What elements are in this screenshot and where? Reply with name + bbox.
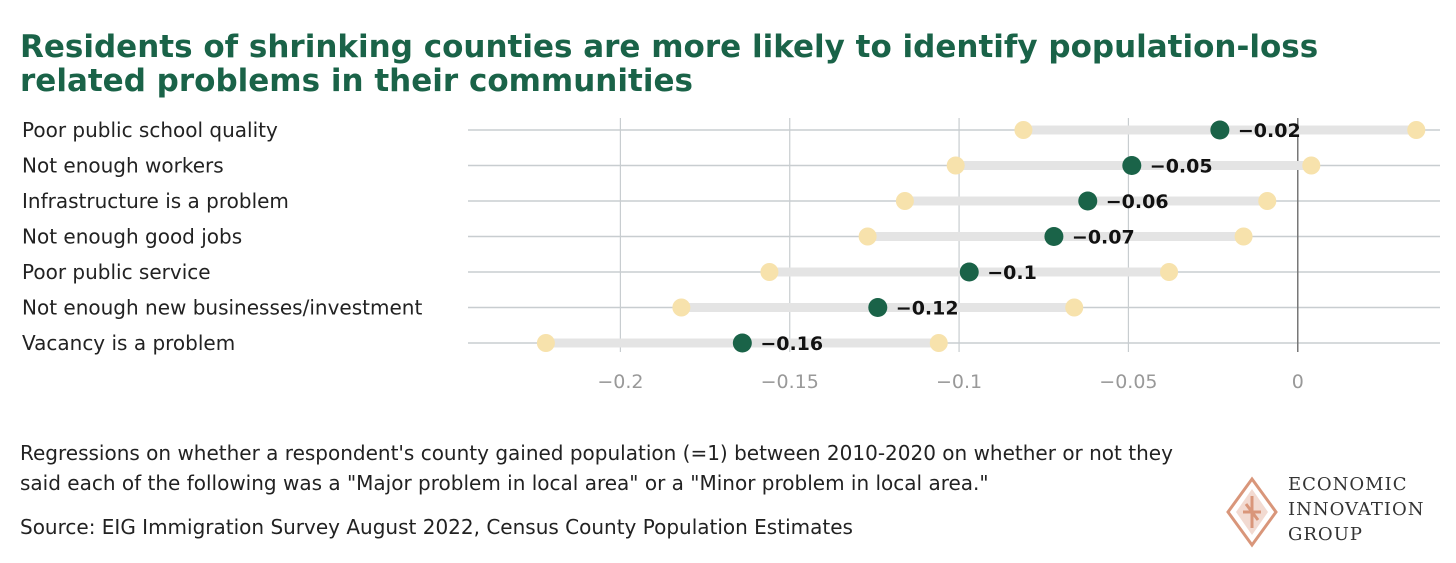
ci-low-point <box>946 156 965 175</box>
category-label: Not enough good jobs <box>22 225 242 249</box>
category-label: Poor public service <box>22 260 211 284</box>
estimate-label: −0.1 <box>987 262 1037 284</box>
estimate-point <box>1044 227 1064 246</box>
ci-high-point <box>929 334 948 352</box>
estimate-point <box>868 298 888 317</box>
category-label: Not enough workers <box>22 154 224 178</box>
ci-low-point <box>760 263 779 281</box>
eig-logo-text: ECONOMIC INNOVATION GROUP <box>1288 472 1424 547</box>
category-label: Vacancy is a problem <box>22 331 235 355</box>
x-tick-label: −0.15 <box>761 371 819 393</box>
label-layer: −0.2 −0.15 −0.1 −0.05 0 Poor public school qu… <box>22 118 1304 393</box>
estimate-label: −0.06 <box>1106 191 1169 213</box>
estimate-label: −0.16 <box>760 333 823 355</box>
logo-line-2: INNOVATION <box>1288 499 1425 520</box>
estimate-point <box>959 262 979 282</box>
logo-line-3: GROUP <box>1288 524 1363 545</box>
x-tick-label: −0.1 <box>936 371 982 393</box>
ci-high-point <box>1407 121 1426 139</box>
estimate-label: −0.05 <box>1150 156 1213 178</box>
estimate-label: −0.07 <box>1072 227 1135 249</box>
category-label: Poor public school quality <box>22 118 278 142</box>
ci-high-point <box>1302 156 1321 175</box>
x-tick-label: −0.2 <box>597 371 643 393</box>
eig-logo-mark <box>1226 476 1278 548</box>
eig-logo: ECONOMIC INNOVATION GROUP <box>1224 472 1449 552</box>
chart-title: Residents of shrinking counties are more… <box>20 29 1319 99</box>
x-tick-label: −0.05 <box>1099 371 1157 393</box>
estimate-label: −0.12 <box>896 298 959 320</box>
category-label: Not enough new businesses/investment <box>22 296 422 320</box>
estimate-label: −0.02 <box>1238 120 1301 142</box>
dot-range-chart: −0.2 −0.15 −0.1 −0.05 0 Poor public school qu… <box>22 118 1440 393</box>
estimate-point <box>1122 156 1142 175</box>
x-tick-label: 0 <box>1292 371 1304 393</box>
estimate-point <box>732 333 752 353</box>
ci-high-point <box>1160 263 1179 281</box>
category-label: Infrastructure is a problem <box>22 189 289 213</box>
chart-note: Regressions on whether a respondent's co… <box>20 441 1173 495</box>
ci-low-point <box>1014 121 1033 139</box>
chart-source: Source: EIG Immigration Survey August 20… <box>20 515 853 539</box>
estimate-point <box>1210 120 1230 140</box>
ci-low-point <box>895 192 914 210</box>
ci-low-point <box>858 227 877 246</box>
logo-line-1: ECONOMIC <box>1288 474 1408 495</box>
point-layer <box>536 120 1426 353</box>
ci-low-point <box>536 334 555 352</box>
ci-low-point <box>672 298 691 317</box>
estimate-point <box>1078 191 1098 211</box>
ci-high-point <box>1065 298 1084 317</box>
ci-high-point <box>1234 227 1253 246</box>
ci-high-point <box>1258 192 1277 210</box>
